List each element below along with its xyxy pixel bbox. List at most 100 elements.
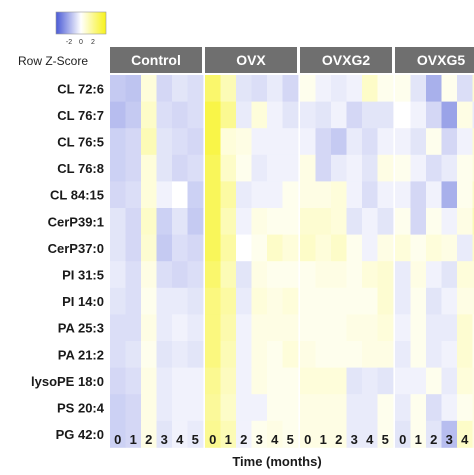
- heatmap-cell: [300, 261, 316, 289]
- heatmap-cell: [457, 341, 473, 368]
- heatmap-cell: [472, 420, 474, 448]
- heatmap-cell: [220, 261, 237, 289]
- row-label: CL 76:7: [57, 108, 104, 123]
- heatmap-cell: [362, 314, 378, 342]
- heatmap-cell: [125, 128, 142, 156]
- heatmap-cell: [251, 420, 268, 448]
- heatmap-cell: [377, 75, 394, 102]
- heatmap-cell: [141, 341, 157, 368]
- heatmap-cell: [267, 208, 283, 235]
- heatmap-cell: [410, 261, 427, 289]
- heatmap-cell: [282, 261, 299, 289]
- heatmap-cell: [300, 287, 316, 315]
- heatmap-cell: [205, 287, 221, 315]
- row-label: PI 14:0: [62, 294, 104, 309]
- heatmap-cell: [236, 181, 252, 209]
- heatmap-cell: [156, 261, 173, 289]
- row-label: PS 20:4: [57, 401, 105, 416]
- heatmap-cell: [110, 75, 126, 102]
- heatmap-cell: [236, 367, 252, 395]
- heatmap-cell: [410, 287, 427, 315]
- heatmap-cell: [315, 420, 332, 448]
- heatmap-cell: [346, 101, 363, 129]
- heatmap-cell: [395, 367, 411, 395]
- heatmap-cell: [472, 234, 474, 262]
- heatmap-cell: [346, 341, 363, 368]
- heatmap-cell: [236, 287, 252, 315]
- row-label: PG 42:0: [56, 427, 104, 442]
- heatmap-cell: [300, 208, 316, 235]
- heatmap-cell: [205, 314, 221, 342]
- heatmap-cell: [410, 234, 427, 262]
- heatmap-cell: [441, 261, 458, 289]
- heatmap-cell: [441, 314, 458, 342]
- heatmap-cell: [267, 128, 283, 156]
- column-label: 1: [130, 432, 137, 447]
- heatmap-cell: [236, 341, 252, 368]
- heatmap-cell: [187, 101, 204, 129]
- row-label: PA 21:2: [58, 347, 104, 362]
- heatmap-cell: [300, 394, 316, 422]
- heatmap-cell: [441, 367, 458, 395]
- heatmap-cell: [472, 367, 474, 395]
- heatmap-cell: [472, 181, 474, 209]
- heatmap-cell: [300, 234, 316, 262]
- heatmap-cell: [300, 314, 316, 342]
- heatmap-cell: [172, 181, 188, 209]
- column-label: 2: [430, 432, 437, 447]
- heatmap-cell: [410, 314, 427, 342]
- heatmap-cell: [395, 234, 411, 262]
- heatmap-cell: [315, 75, 332, 102]
- heatmap-cell: [236, 314, 252, 342]
- heatmap-cell: [267, 154, 283, 182]
- heatmap-cell: [457, 367, 473, 395]
- heatmap-cell: [362, 128, 378, 156]
- heatmap-cell: [220, 314, 237, 342]
- heatmap-cell: [362, 261, 378, 289]
- group-label-ovxg5: OVXG5: [417, 52, 465, 68]
- heatmap-cell: [346, 154, 363, 182]
- heatmap-cell: [187, 420, 204, 448]
- group-label-control: Control: [131, 52, 181, 68]
- heatmap-cell: [125, 154, 142, 182]
- heatmap-cell: [187, 314, 204, 342]
- heatmap-cell: [187, 394, 204, 422]
- heatmap-cell: [125, 234, 142, 262]
- heatmap-cell: [220, 101, 237, 129]
- column-label: 3: [256, 432, 263, 447]
- heatmap-cell: [300, 154, 316, 182]
- heatmap-cell: [267, 181, 283, 209]
- heatmap-cell: [282, 181, 299, 209]
- heatmap-cell: [236, 154, 252, 182]
- heatmap-cell: [282, 128, 299, 156]
- legend-tick-low: -2: [66, 39, 72, 46]
- heatmap-cell: [141, 101, 157, 129]
- x-axis-label: Time (months): [232, 454, 321, 469]
- heatmap-cell: [441, 75, 458, 102]
- heatmap-cell: [141, 287, 157, 315]
- row-label: CerP39:1: [48, 214, 104, 229]
- heatmap-cell: [426, 154, 442, 182]
- heatmap-cell: [236, 208, 252, 235]
- heatmap-cell: [457, 314, 473, 342]
- heatmap-cell: [110, 314, 126, 342]
- heatmap-cell: [395, 101, 411, 129]
- heatmap-cell: [331, 234, 347, 262]
- heatmap-cell: [472, 128, 474, 156]
- heatmap-cell: [172, 341, 188, 368]
- row-label: CL 84:15: [50, 188, 104, 203]
- heatmap-cell: [300, 367, 316, 395]
- heatmap-cell: [362, 394, 378, 422]
- heatmap-cell: [156, 128, 173, 156]
- heatmap-cell: [315, 367, 332, 395]
- heatmap-cell: [125, 101, 142, 129]
- heatmap-cell: [141, 314, 157, 342]
- heatmap-cell: [125, 208, 142, 235]
- heatmap-cell: [172, 261, 188, 289]
- heatmap-cell: [187, 341, 204, 368]
- heatmap-cell: [331, 261, 347, 289]
- column-label: 0: [399, 432, 406, 447]
- heatmap-cell: [395, 261, 411, 289]
- heatmap-cell: [251, 341, 268, 368]
